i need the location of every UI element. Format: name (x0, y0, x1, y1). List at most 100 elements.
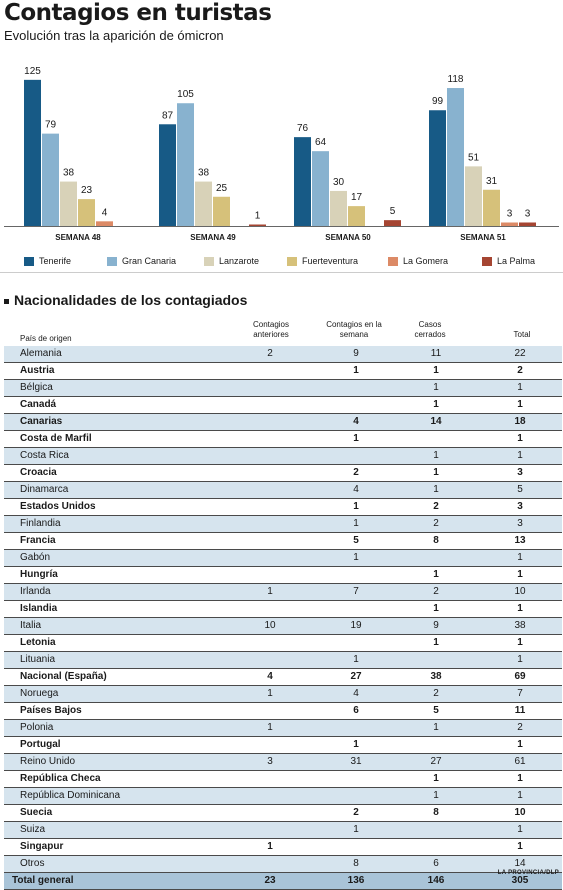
cell-total: 2 (517, 722, 523, 733)
cell-week: 1 (353, 552, 359, 563)
cell-total: 7 (517, 688, 523, 699)
table-row: Bélgica 1 1 (4, 380, 562, 397)
cell-prev: 1 (267, 841, 273, 852)
cell-week: 136 (347, 875, 365, 886)
cell-closed: 1 (433, 790, 439, 801)
legend-label: Tenerife (39, 256, 72, 266)
legend-item-tenerife: Tenerife (24, 256, 71, 266)
cell-total: 2 (517, 365, 523, 376)
cell-total: 1 (517, 569, 523, 580)
bar-gran-canaria-w4 (447, 88, 464, 227)
cell-closed: 1 (433, 484, 439, 495)
cell-week: 1 (353, 824, 359, 835)
legend-swatch (482, 256, 492, 266)
table-row: Suecia 2 8 10 (4, 805, 562, 822)
data-label-lanzarote-w3: 30 (333, 177, 345, 188)
cell-total: 13 (514, 535, 526, 546)
data-label-fuerteventura-w2: 25 (216, 183, 228, 194)
data-label-tenerife-w4: 99 (432, 96, 444, 107)
country-name: Canarias (20, 416, 63, 427)
data-label-gran-canaria-w3: 64 (315, 137, 327, 148)
table-row: Francia 5 8 13 (4, 533, 562, 550)
cell-week: 1 (353, 501, 359, 512)
data-label-lanzarote-w4: 51 (468, 152, 480, 163)
column-header-closed: Casos cerrados (414, 320, 446, 339)
bar-fuerteventura-w3 (348, 206, 365, 226)
data-label-gran-canaria-w4: 118 (448, 74, 464, 85)
data-label-lanzarote-w2: 38 (198, 168, 210, 179)
bar-lanzarote-w4 (465, 166, 482, 226)
cell-week: 8 (353, 858, 359, 869)
country-name: República Checa (20, 773, 101, 784)
bar-gran-canaria-w1 (42, 133, 59, 226)
data-label-tenerife-w2: 87 (162, 110, 174, 121)
cell-week: 19 (350, 620, 362, 631)
country-name: Italia (20, 620, 42, 631)
cell-closed: 2 (433, 518, 439, 529)
bar-fuerteventura-w4 (483, 189, 500, 226)
table-row: Nacional (España) 4 27 38 69 (4, 669, 562, 686)
data-label-gran-canaria-w1: 79 (45, 120, 57, 131)
legend-label: Lanzarote (219, 256, 260, 266)
table-row: Estados Unidos 1 2 3 (4, 499, 562, 516)
cell-closed: 1 (433, 603, 439, 614)
cell-total: 1 (517, 637, 523, 648)
cell-total: 1 (517, 739, 523, 750)
bar-lanzarote-w1 (60, 181, 77, 226)
cell-prev: 10 (264, 620, 276, 631)
cell-total: 3 (517, 467, 523, 478)
cell-total: 1 (517, 552, 523, 563)
cell-total: 22 (514, 348, 526, 359)
table-row: Países Bajos 6 5 11 (4, 703, 562, 720)
cell-closed: 1 (433, 467, 439, 478)
chart-subtitle: Evolución tras la aparición de ómicron (4, 28, 224, 43)
chart-legend: Tenerife Gran Canaria Lanzarote Fuerteventu… (0, 252, 563, 273)
cell-total: 10 (514, 586, 526, 597)
country-name: Alemania (20, 348, 62, 359)
cell-week: 1 (353, 739, 359, 750)
legend-item-gran-canaria: Gran Canaria (107, 256, 176, 266)
bar-gran-canaria-w2 (177, 103, 194, 226)
legend-item-la-palma: La Palma (482, 256, 535, 266)
country-name: Finlandia (20, 518, 61, 529)
country-name: Singapur (20, 841, 64, 852)
cell-closed: 1 (433, 365, 439, 376)
table-row: Otros 8 6 14 (4, 856, 562, 873)
cell-total: 1 (517, 654, 523, 665)
data-label-la-palma-w2: 1 (255, 211, 261, 222)
cell-closed: 2 (433, 688, 439, 699)
cell-week: 2 (353, 467, 359, 478)
category-label-w2: SEMANA 49 (190, 233, 236, 242)
country-name: Noruega (20, 688, 59, 699)
country-name: Gabón (20, 552, 51, 563)
bar-tenerife-w3 (294, 137, 311, 226)
country-name: Costa de Marfil (20, 433, 92, 444)
cell-total: 1 (517, 382, 523, 393)
country-name: Letonia (20, 637, 56, 648)
cell-total: 1 (517, 603, 523, 614)
bar-la-gomera-w1 (96, 221, 113, 226)
legend-swatch (204, 256, 214, 266)
table-row: Alemania 2 9 11 22 (4, 346, 562, 363)
cell-prev: 1 (267, 586, 273, 597)
table-row: Irlanda 1 7 2 10 (4, 584, 562, 601)
cell-closed: 27 (430, 756, 442, 767)
cell-total: 1 (517, 790, 523, 801)
cell-week: 1 (353, 365, 359, 376)
cell-total: 18 (514, 416, 526, 427)
cell-week: 31 (350, 756, 362, 767)
country-name: Portugal (20, 739, 61, 750)
legend-swatch (107, 256, 117, 266)
table-row: Lituania 1 1 (4, 652, 562, 669)
cell-total: 69 (514, 671, 526, 682)
cell-closed: 1 (433, 637, 439, 648)
table-section-title: Nacionalidades de los contagiados (4, 292, 247, 308)
cell-total: 305 (511, 875, 529, 886)
data-label-gran-canaria-w2: 105 (177, 89, 194, 100)
legend-swatch (388, 256, 398, 266)
table-row: Dinamarca 4 1 5 (4, 482, 562, 499)
cell-closed: 38 (430, 671, 442, 682)
cell-total: 3 (517, 501, 523, 512)
country-name: Lituania (20, 654, 56, 665)
